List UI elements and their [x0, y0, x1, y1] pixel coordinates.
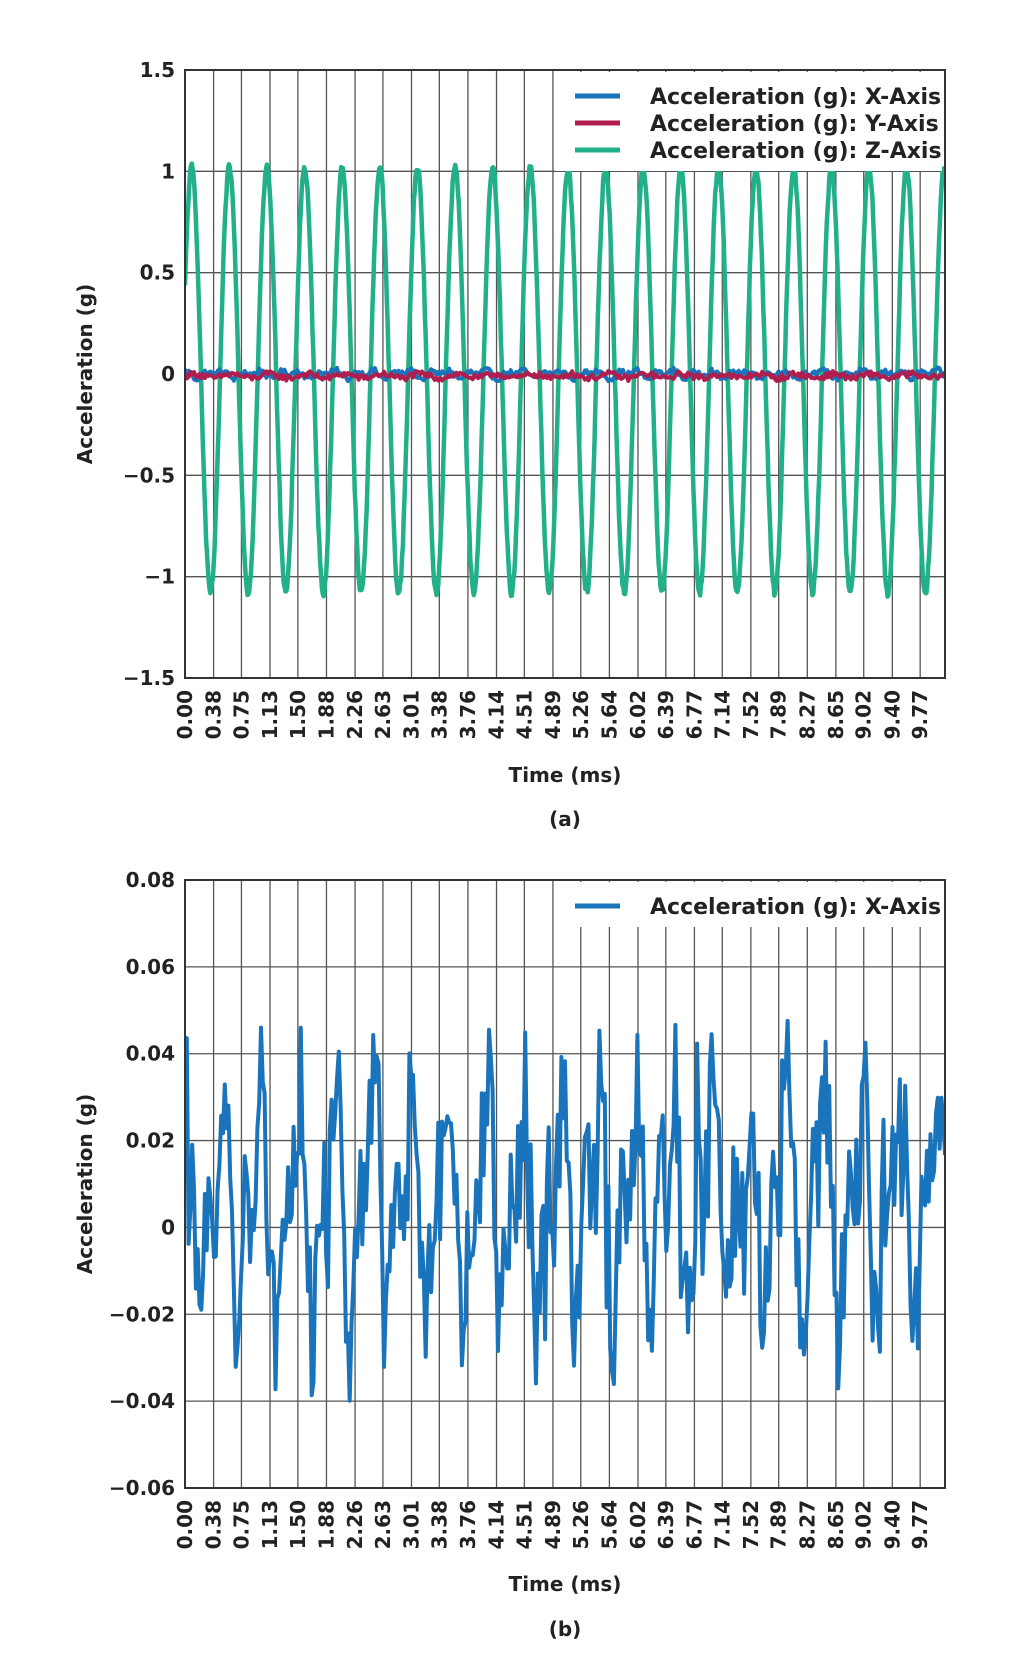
- chart-a-series: [185, 161, 945, 599]
- x-tick-label: 6.39: [654, 690, 678, 739]
- x-tick-label: 9.40: [880, 1500, 904, 1549]
- chart-b-grid: [184, 879, 945, 1489]
- chart-b-x-axis-title: Time (ms): [509, 1572, 622, 1596]
- y-tick-label: −0.5: [123, 463, 175, 487]
- chart-b: 0.08 0.06 0.04 0.02 0 −0.02 −0.04 −0.06 0.00 0.3…: [73, 868, 946, 1641]
- chart-b-x-ticks: 0.00 0.38 0.75 1.13 1.50 1.88 2.26 2.63 3.01 3.38…: [173, 1500, 932, 1549]
- x-tick-label: 1.50: [286, 690, 310, 739]
- x-tick-label: 4.14: [485, 690, 509, 739]
- x-tick-label: 7.52: [739, 690, 763, 739]
- y-tick-label: 1.5: [140, 58, 175, 82]
- x-tick-label: 7.89: [767, 1500, 791, 1549]
- series-line-x-detail: [185, 1018, 945, 1403]
- x-tick-label: 9.02: [852, 690, 876, 739]
- y-tick-label: 0: [161, 1215, 175, 1239]
- y-tick-label: −0.02: [109, 1302, 175, 1326]
- x-tick-label: 8.27: [795, 690, 819, 739]
- legend-label: Acceleration (g): X-Axis: [650, 85, 941, 110]
- x-tick-label: 0.38: [202, 1500, 226, 1549]
- x-tick-label: 4.51: [512, 1500, 536, 1549]
- x-tick-label: 4.14: [485, 1500, 509, 1549]
- x-tick-label: 9.77: [908, 1500, 932, 1549]
- x-tick-label: 1.50: [286, 1500, 310, 1549]
- x-tick-label: 5.64: [597, 1500, 621, 1549]
- x-tick-label: 5.26: [569, 690, 593, 739]
- y-tick-label: 0.08: [126, 868, 175, 892]
- x-tick-label: 7.14: [710, 690, 734, 739]
- y-tick-label: 1: [161, 159, 175, 183]
- x-tick-label: 0.38: [202, 690, 226, 739]
- x-tick-label: 0.75: [229, 1500, 253, 1549]
- x-tick-label: 8.27: [795, 1500, 819, 1549]
- y-tick-label: 0.06: [126, 955, 175, 979]
- y-tick-label: 0: [161, 362, 175, 386]
- x-tick-label: 1.13: [258, 690, 282, 739]
- series-line-x-noise: [185, 365, 945, 384]
- x-tick-label: 2.26: [343, 1500, 367, 1549]
- chart-b-legend: Acceleration (g): X-Axis: [555, 882, 942, 927]
- x-tick-label: 1.88: [314, 690, 338, 739]
- chart-a-y-ticks: 1.5 1 0.5 0 −0.5 −1 −1.5: [123, 58, 175, 690]
- y-tick-label: −1: [144, 565, 175, 589]
- x-tick-label: 9.77: [908, 690, 932, 739]
- y-tick-label: 0.04: [126, 1042, 175, 1066]
- series-line-sine: [185, 161, 945, 599]
- x-tick-label: 3.01: [399, 1500, 423, 1549]
- x-tick-label: 4.89: [541, 1500, 565, 1549]
- series-line-y-noise: [185, 369, 945, 383]
- x-tick-label: 2.63: [371, 690, 395, 739]
- x-tick-label: 0.00: [173, 690, 197, 739]
- x-tick-label: 6.77: [682, 690, 706, 739]
- legend-label: Acceleration (g): X-Axis: [650, 895, 941, 920]
- x-tick-label: 7.14: [710, 1500, 734, 1549]
- x-tick-label: 4.89: [541, 690, 565, 739]
- x-tick-label: 8.65: [824, 1500, 848, 1549]
- chart-b-series: [185, 1018, 945, 1403]
- chart-a-y-axis-title: Acceleration (g): [73, 284, 97, 465]
- chart-a-x-ticks: 0.00 0.38 0.75 1.13 1.50 1.88 2.26 2.63 3.01 3.38…: [173, 690, 932, 739]
- x-tick-label: 5.26: [569, 1500, 593, 1549]
- x-tick-label: 1.88: [314, 1500, 338, 1549]
- chart-b-y-ticks: 0.08 0.06 0.04 0.02 0 −0.02 −0.04 −0.06: [109, 868, 175, 1500]
- x-tick-label: 5.64: [597, 690, 621, 739]
- x-tick-label: 0.75: [229, 690, 253, 739]
- x-tick-label: 7.89: [767, 690, 791, 739]
- x-tick-label: 6.77: [682, 1500, 706, 1549]
- chart-a: 1.510.50−0.5−1−1.5 0.00 0.38 0.75 1.13 1.50 1…: [73, 58, 946, 831]
- y-tick-label: −0.06: [109, 1476, 175, 1500]
- chart-a-x-axis-title: Time (ms): [509, 763, 622, 787]
- chart-a-plot-frame: [184, 69, 946, 679]
- x-tick-label: 3.38: [427, 690, 451, 739]
- y-tick-label: −1.5: [123, 666, 175, 690]
- legend-label: Acceleration (g): Y-Axis: [650, 112, 939, 137]
- chart-b-y-axis-title: Acceleration (g): [73, 1094, 97, 1275]
- x-tick-label: 8.65: [824, 690, 848, 739]
- chart-a-caption: (a): [549, 807, 581, 831]
- x-tick-label: 9.40: [880, 690, 904, 739]
- y-tick-label: −0.04: [109, 1389, 175, 1413]
- chart-b-plot-frame: [184, 879, 946, 1489]
- x-tick-label: 6.39: [654, 1500, 678, 1549]
- x-tick-label: 4.51: [512, 690, 536, 739]
- x-tick-label: 6.02: [626, 1500, 650, 1549]
- x-tick-label: 9.02: [852, 1500, 876, 1549]
- x-tick-label: 3.76: [456, 690, 480, 739]
- x-tick-label: 3.38: [427, 1500, 451, 1549]
- y-tick-label: 0.5: [140, 261, 175, 285]
- legend-label: Acceleration (g): Z-Axis: [650, 139, 942, 164]
- x-tick-label: 2.63: [371, 1500, 395, 1549]
- x-tick-label: 7.52: [739, 1500, 763, 1549]
- x-tick-label: 3.76: [456, 1500, 480, 1549]
- x-tick-label: 2.26: [343, 690, 367, 739]
- x-tick-label: 3.01: [399, 690, 423, 739]
- x-tick-label: 1.13: [258, 1500, 282, 1549]
- x-tick-label: 0.00: [173, 1500, 197, 1549]
- chart-b-caption: (b): [549, 1617, 582, 1641]
- x-tick-label: 6.02: [626, 690, 650, 739]
- y-tick-label: 0.02: [126, 1129, 175, 1153]
